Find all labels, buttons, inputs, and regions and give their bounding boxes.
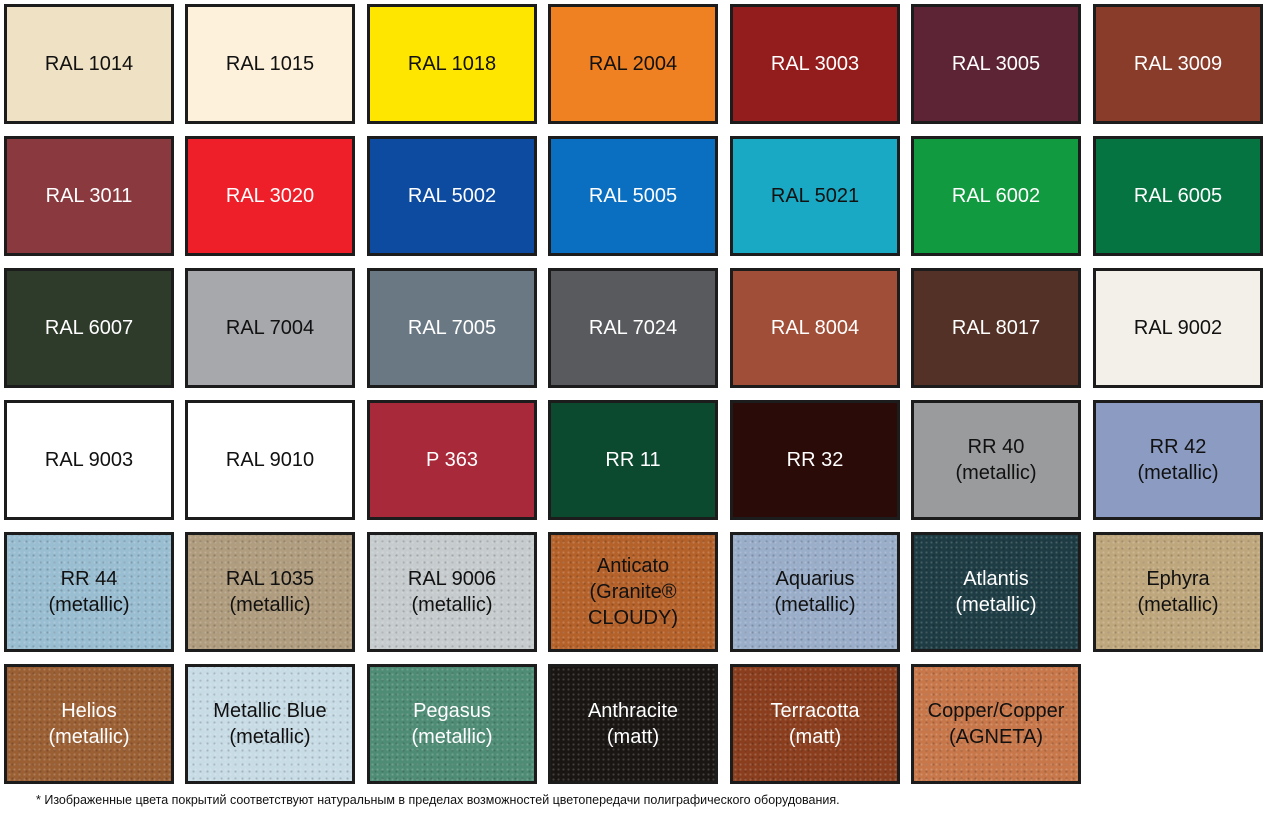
swatch-label: Helios (metallic) (48, 700, 130, 748)
swatch-label: RAL 5002 (407, 185, 497, 207)
swatch-texture (551, 535, 715, 649)
swatch-3: RAL 1018 (367, 4, 537, 124)
swatch-5: RAL 3003 (730, 4, 900, 124)
swatch-24: P 363 (367, 400, 537, 520)
swatch-label: RAL 1035 (metallic) (225, 568, 315, 616)
swatch-label: Copper/Copper (AGNETA) (927, 700, 1065, 748)
swatch-texture (551, 667, 715, 781)
swatch-texture (188, 667, 352, 781)
footnote: * Изображенные цвета покрытий соответств… (36, 793, 840, 807)
swatch-label: RAL 1014 (44, 53, 134, 75)
swatch-23: RAL 9010 (185, 400, 355, 520)
swatch-label: RAL 9006 (metallic) (407, 568, 497, 616)
swatch-21: RAL 9002 (1093, 268, 1263, 388)
swatch-40: Terracotta (matt) (730, 664, 900, 784)
swatch-label: RAL 3011 (45, 185, 133, 207)
swatch-1: RAL 1014 (4, 4, 174, 124)
swatch-41: Copper/Copper (AGNETA) (911, 664, 1081, 784)
swatch-label: RR 42 (metallic) (1137, 436, 1219, 484)
swatch-label: RAL 1015 (225, 53, 315, 75)
swatch-texture (914, 667, 1078, 781)
swatch-25: RR 11 (548, 400, 718, 520)
swatch-30: RAL 1035 (metallic) (185, 532, 355, 652)
swatch-label: RAL 3020 (225, 185, 315, 207)
swatch-texture (733, 667, 897, 781)
swatch-label: RAL 3009 (1133, 53, 1223, 75)
swatch-label: RAL 9002 (1133, 317, 1223, 339)
swatch-27: RR 40 (metallic) (911, 400, 1081, 520)
swatch-20: RAL 8017 (911, 268, 1081, 388)
swatch-34: Atlantis (metallic) (911, 532, 1081, 652)
swatch-texture (370, 535, 534, 649)
swatch-29: RR 44 (metallic) (4, 532, 174, 652)
swatch-19: RAL 8004 (730, 268, 900, 388)
swatch-13: RAL 6002 (911, 136, 1081, 256)
swatch-label: Anticato (Granite® CLOUDY) (587, 555, 678, 629)
swatch-label: Terracotta (matt) (770, 700, 860, 748)
swatch-39: Anthracite (matt) (548, 664, 718, 784)
swatch-28: RR 42 (metallic) (1093, 400, 1263, 520)
swatch-label: RAL 7024 (588, 317, 678, 339)
swatch-18: RAL 7024 (548, 268, 718, 388)
swatch-label: RAL 5021 (770, 185, 860, 207)
swatch-label: RAL 3003 (770, 53, 860, 75)
color-swatch-grid: RAL 1014 RAL 1015 RAL 1018 RAL 2004 RAL 3003… (4, 4, 1263, 784)
swatch-texture (1096, 535, 1260, 649)
swatch-label: RAL 6005 (1133, 185, 1223, 207)
swatch-label: RAL 9010 (225, 449, 315, 471)
swatch-17: RAL 7005 (367, 268, 537, 388)
swatch-label: Anthracite (matt) (587, 700, 679, 748)
swatch-label: RAL 5005 (588, 185, 678, 207)
swatch-label: RAL 7004 (225, 317, 315, 339)
swatch-label: Aquarius (metallic) (774, 568, 856, 616)
swatch-label: RAL 3005 (951, 53, 1041, 75)
swatch-22: RAL 9003 (4, 400, 174, 520)
swatch-36: Helios (metallic) (4, 664, 174, 784)
swatch-33: Aquarius (metallic) (730, 532, 900, 652)
swatch-32: Anticato (Granite® CLOUDY) (548, 532, 718, 652)
swatch-label: RR 40 (metallic) (955, 436, 1037, 484)
swatch-6: RAL 3005 (911, 4, 1081, 124)
swatch-11: RAL 5005 (548, 136, 718, 256)
swatch-label: P 363 (426, 449, 478, 471)
swatch-label: RR 44 (metallic) (48, 568, 130, 616)
swatch-8: RAL 3011 (4, 136, 174, 256)
swatch-label: Ephyra (metallic) (1137, 568, 1219, 616)
swatch-10: RAL 5002 (367, 136, 537, 256)
swatch-label: Metallic Blue (metallic) (213, 700, 327, 748)
swatch-35: Ephyra (metallic) (1093, 532, 1263, 652)
swatch-label: RR 11 (605, 449, 661, 471)
swatch-texture (914, 535, 1078, 649)
swatch-label: RR 32 (786, 449, 844, 471)
swatch-12: RAL 5021 (730, 136, 900, 256)
swatch-label: RAL 6007 (44, 317, 134, 339)
swatch-16: RAL 7004 (185, 268, 355, 388)
swatch-label: RAL 7005 (407, 317, 497, 339)
swatch-37: Metallic Blue (metallic) (185, 664, 355, 784)
swatch-label: RAL 1018 (407, 53, 497, 75)
swatch-texture (7, 667, 171, 781)
swatch-26: RR 32 (730, 400, 900, 520)
swatch-texture (7, 535, 171, 649)
swatch-label: RAL 6002 (951, 185, 1041, 207)
swatch-7: RAL 3009 (1093, 4, 1263, 124)
swatch-15: RAL 6007 (4, 268, 174, 388)
swatch-31: RAL 9006 (metallic) (367, 532, 537, 652)
swatch-2: RAL 1015 (185, 4, 355, 124)
swatch-label: RAL 8004 (770, 317, 860, 339)
swatch-label: Atlantis (metallic) (955, 568, 1037, 616)
swatch-label: RAL 9003 (44, 449, 134, 471)
swatch-4: RAL 2004 (548, 4, 718, 124)
swatch-texture (370, 667, 534, 781)
swatch-texture (733, 535, 897, 649)
swatch-texture (188, 535, 352, 649)
swatch-label: RAL 2004 (588, 53, 678, 75)
swatch-label: RAL 8017 (951, 317, 1041, 339)
swatch-9: RAL 3020 (185, 136, 355, 256)
swatch-label: Pegasus (metallic) (411, 700, 493, 748)
swatch-38: Pegasus (metallic) (367, 664, 537, 784)
swatch-14: RAL 6005 (1093, 136, 1263, 256)
